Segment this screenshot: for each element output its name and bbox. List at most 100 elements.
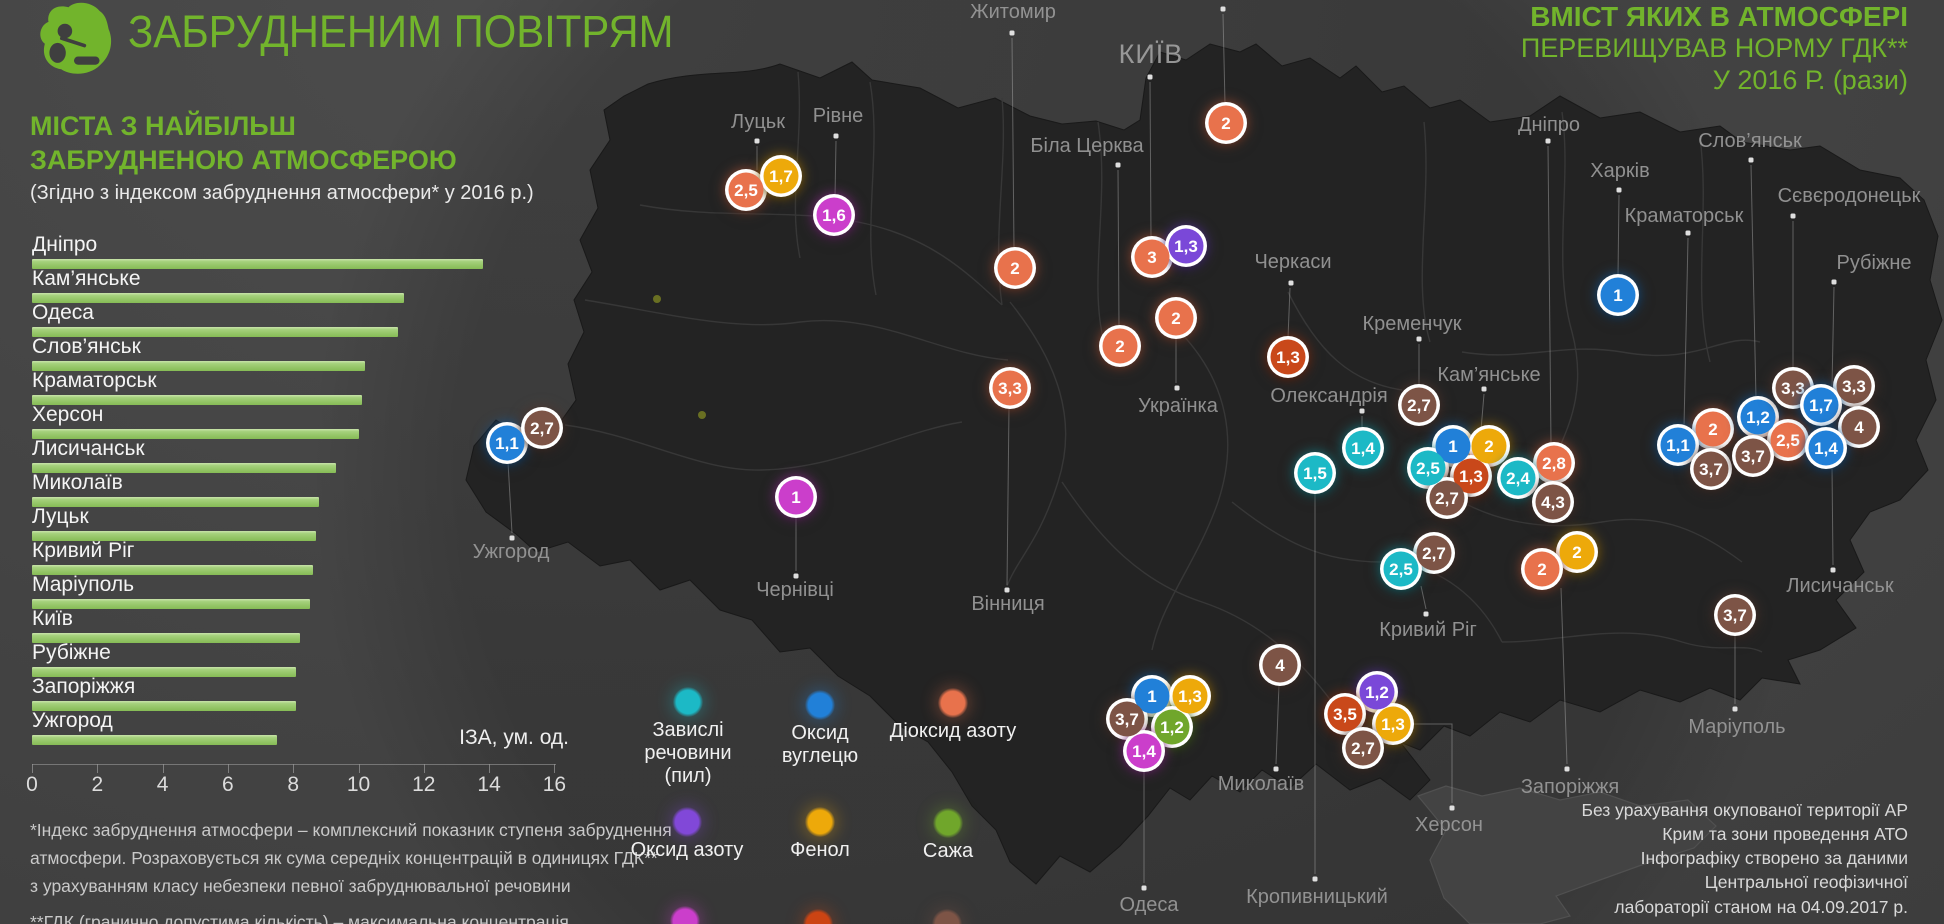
bar (32, 327, 398, 337)
city-dot (1616, 187, 1622, 193)
leader-line (1006, 406, 1010, 586)
city-label: Луцьк (731, 111, 785, 133)
leader-line (1831, 286, 1835, 388)
marker-value: 1,3 (1276, 348, 1300, 367)
magenta-pollutant-marker (778, 479, 814, 515)
chart-heading-line: МІСТА З НАЙБІЛЬШ (30, 111, 296, 141)
marker-value: 2 (1115, 337, 1124, 356)
city-label: Вінниця (971, 593, 1044, 615)
marker-group: 2 1,1 3,7 (1657, 408, 1734, 490)
marker-value: 3 (1147, 248, 1156, 267)
leader-line (1480, 393, 1485, 431)
bar-label: Дніпро (32, 233, 98, 256)
marker-value: 2,7 (1351, 739, 1375, 758)
marker-value: 1,5 (1303, 464, 1327, 483)
brown-pollutant-marker (1735, 438, 1771, 474)
city-label: Черкаси (1254, 251, 1331, 273)
legend-label: Завислі речовини (пил) (644, 719, 732, 787)
leader-line (507, 461, 513, 534)
magenta-pollutant-marker (816, 197, 852, 233)
marker-group: 1 (775, 476, 817, 518)
axis-tick (162, 764, 164, 773)
source-note-line: Центральної геофізичної (1704, 872, 1908, 893)
city-dot (1732, 706, 1738, 712)
marker-value: 2,4 (1506, 469, 1530, 488)
bar-label: Ужгород (32, 709, 113, 732)
marker-group: 2 (1155, 297, 1197, 339)
marker-value: 1,4 (1351, 439, 1375, 458)
brown-pollutant-marker (1345, 730, 1381, 766)
map-title-line: У 2016 Р. (рази) (1712, 64, 1908, 95)
magenta-pollutant-marker (1126, 733, 1162, 769)
axis-tick-label: 10 (346, 773, 371, 796)
leader-line (1287, 287, 1291, 339)
blue-pollutant-marker (1134, 678, 1170, 714)
city-label: Миколаїв (1218, 773, 1304, 795)
blue-pollutant-marker (1803, 387, 1839, 423)
city-label: Краматорськ (1625, 205, 1744, 227)
city-label: Українка (1138, 395, 1219, 417)
marker-value: 1,1 (1666, 436, 1690, 455)
legend-dot (803, 909, 833, 924)
marker-group: 3,3 1,7 (1800, 365, 1875, 426)
footnote-iza: атмосфери. Розраховується як сума середн… (30, 848, 658, 868)
brown-pollutant-marker (1416, 535, 1452, 571)
city-dot (1147, 74, 1153, 80)
bar-label: Миколаїв (32, 471, 123, 494)
marker-value: 1,2 (1365, 683, 1389, 702)
leader-line (1420, 585, 1427, 610)
salmon-pollutant-marker (1695, 411, 1731, 447)
marker-value: 2 (1537, 560, 1546, 579)
marker-value: 2,7 (1407, 396, 1431, 415)
legend-label: Фенол (790, 839, 850, 861)
leader-line (834, 140, 837, 198)
marker-value: 1 (791, 488, 800, 507)
marker-value: 1 (1147, 687, 1156, 706)
bar (32, 259, 483, 269)
salmon-pollutant-marker (728, 172, 764, 208)
salmon-pollutant-marker (997, 250, 1033, 286)
city-dot (509, 535, 515, 541)
marker-value: 1,3 (1174, 237, 1198, 256)
marker-value: 1,1 (495, 434, 519, 453)
city-dot (1141, 885, 1147, 891)
source-note-line: Без урахування окупованої території АР (1581, 800, 1908, 820)
amber-pollutant-marker (1375, 706, 1411, 742)
city-label: Житомир (970, 1, 1056, 23)
marker-group: 2 (994, 247, 1036, 289)
marker-group: 2,7 (1398, 384, 1440, 426)
source-note-line: Крим та зони проведення АТО (1662, 824, 1908, 845)
legend-label: Сажа (922, 840, 974, 862)
bar-label: Київ (32, 607, 73, 630)
marker-value: 2,5 (1416, 459, 1440, 478)
teal-pollutant-marker (1500, 460, 1536, 496)
chart-heading-line: ЗАБРУДНЕНОЮ АТМОСФЕРОЮ (30, 144, 457, 175)
leader-line (1149, 81, 1152, 239)
bar-label: Лисичанськ (32, 437, 145, 460)
bar (32, 361, 366, 371)
city-dot (1423, 611, 1429, 617)
city-dot (1273, 766, 1279, 772)
axis-tick (423, 764, 425, 773)
city-dots (509, 6, 1837, 891)
marker-group: 3,3 (989, 367, 1031, 409)
marker-value: 4,3 (1541, 493, 1565, 512)
city-dot (1416, 336, 1422, 342)
chart-heading: МІСТА З НАЙБІЛЬШ ЗАБРУДНЕНОЮ АТМОСФЕРОЮ (30, 110, 457, 178)
map-specks (653, 295, 706, 419)
city-label: Слов’янськ (1698, 130, 1802, 152)
city-dot (1220, 6, 1226, 12)
brown-pollutant-marker (1109, 701, 1145, 737)
city-dot (1288, 280, 1294, 286)
purple-pollutant-marker (1359, 674, 1395, 710)
city-label: Біла Церква (1030, 135, 1144, 157)
leader-line (1750, 164, 1757, 400)
leader-line (1011, 37, 1015, 250)
marker-group: 1 2 2,5 1,32,7 (1407, 425, 1510, 519)
footnote-gdk: **ГДК (гранично допустима кількість) – м… (30, 912, 569, 924)
bar-label: Херсон (32, 403, 104, 426)
brown-pollutant-marker (1535, 484, 1571, 520)
bar (32, 293, 405, 303)
city-label: Херсон (1415, 814, 1483, 836)
blue-pollutant-marker (1600, 277, 1636, 313)
